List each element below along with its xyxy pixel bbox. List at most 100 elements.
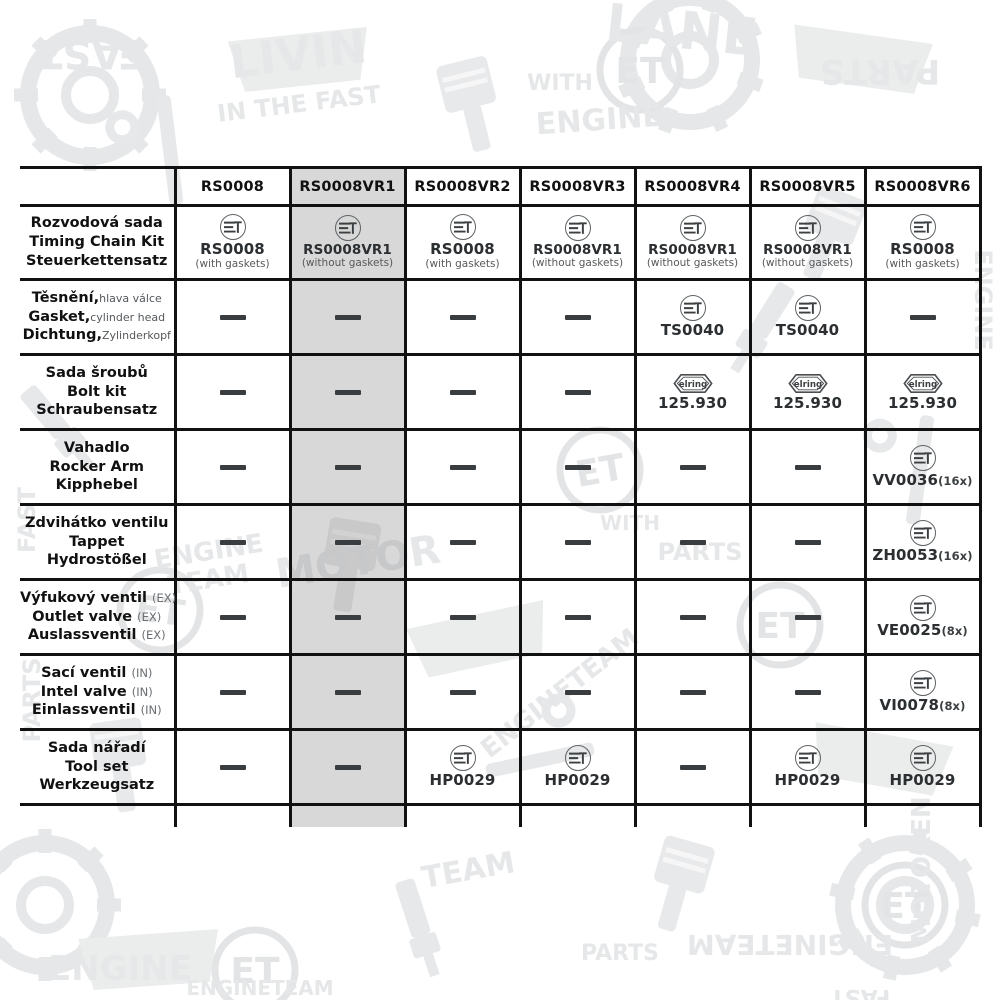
column-header-c4[interactable]: RS0008VR4 [633, 167, 750, 206]
part-note: (without gaskets) [531, 257, 624, 270]
part-cell: elring 125.930 [748, 354, 865, 430]
empty-cell [288, 279, 405, 355]
table-row: Vahadlo Rocker Arm Kipphebel VV0036(16x) [20, 429, 982, 505]
row-label-en: Gasket,cylinder head [28, 308, 166, 325]
part-note: (without gaskets) [301, 257, 394, 270]
et-brand-logo-icon [564, 215, 591, 242]
row-label-de: Schraubensatz [36, 402, 158, 419]
not-available-dash [564, 689, 591, 695]
empty-cell [518, 354, 635, 430]
part-number: 125.930 [887, 393, 958, 412]
part-number: RS0008VR1 [763, 242, 852, 259]
empty-cell [633, 654, 750, 730]
not-available-dash [334, 464, 361, 470]
column-header-c2[interactable]: RS0008VR2 [403, 167, 520, 206]
not-available-dash [679, 689, 706, 695]
empty-cell [173, 354, 290, 430]
part-quantity: (16x) [938, 549, 973, 564]
svg-text:PARTS: PARTS [820, 51, 940, 91]
row-label-de: Werkzeugsatz [39, 777, 155, 794]
part-cell: RS0008VR1 (without gaskets) [633, 205, 750, 280]
part-number: TS0040 [660, 321, 725, 340]
not-available-dash [334, 689, 361, 695]
et-brand-logo-icon [909, 214, 936, 241]
part-note: (without gaskets) [761, 257, 854, 270]
part-number: RS0008VR1 [533, 242, 622, 259]
not-available-dash [334, 764, 361, 770]
elring-brand-logo-icon: elring [672, 373, 713, 394]
part-quantity: (8x) [939, 699, 966, 714]
part-cell: VE0025(8x) [863, 579, 982, 655]
empty-cell [863, 803, 982, 827]
not-available-dash [449, 689, 476, 695]
not-available-dash [219, 389, 246, 395]
part-cell: TS0040 [633, 279, 750, 355]
part-note: (without gaskets) [646, 257, 739, 270]
et-brand-logo-icon [794, 295, 821, 322]
part-number: RS0008 [430, 240, 495, 259]
et-brand-logo-icon [679, 215, 706, 242]
table-row: Zdvihátko ventilu Tappet Hydrostößel ZH0053… [20, 504, 982, 580]
column-header-c5[interactable]: RS0008VR5 [748, 167, 865, 206]
empty-cell [288, 579, 405, 655]
part-number: RS0008VR1 [303, 242, 392, 259]
not-available-dash [219, 539, 246, 545]
empty-cell [518, 279, 635, 355]
column-header-c3[interactable]: RS0008VR3 [518, 167, 635, 206]
row-label-de: Dichtung,Zylinderkopf [22, 327, 171, 344]
et-brand-logo-icon [334, 215, 361, 242]
empty-cell [633, 579, 750, 655]
column-header-c1[interactable]: RS0008VR1 [288, 167, 405, 206]
svg-text:PARTS: PARTS [18, 657, 46, 742]
table-row: Sací ventil (IN) Intel valve (IN) Einlassv… [20, 654, 982, 730]
not-available-dash [219, 314, 246, 320]
svg-text:PARTS: PARTS [581, 941, 659, 966]
part-number: RS0008 [200, 240, 265, 259]
empty-cell [173, 504, 290, 580]
table-row-clipped [20, 803, 982, 827]
et-brand-logo-icon [679, 295, 706, 322]
row-label-en: Rocker Arm [49, 458, 145, 475]
part-number: VI0078(8x) [879, 696, 966, 715]
not-available-dash [679, 764, 706, 770]
svg-text:FAST: FAST [830, 984, 890, 1000]
svg-text:FAST: FAST [34, 30, 145, 76]
row-label-de: Auslassventil (EX) [27, 627, 166, 644]
empty-cell [518, 654, 635, 730]
table-row: Těsnění,hlava válce Gasket,cylinder head D… [20, 279, 982, 355]
part-number: 125.930 [657, 393, 728, 412]
row-label-cs: Vahadlo [63, 439, 130, 456]
not-available-dash [334, 614, 361, 620]
part-cell: HP0029 [748, 729, 865, 805]
not-available-dash [679, 539, 706, 545]
row-label-en: Intel valve (IN) [40, 683, 153, 700]
header-corner-cell [20, 168, 175, 206]
part-cell: RS0008VR1 (without gaskets) [518, 205, 635, 280]
row-label-cs: Zdvihátko ventilu [25, 514, 169, 531]
empty-cell [633, 803, 750, 827]
svg-text:elring: elring [793, 379, 821, 389]
row-label-en: Bolt kit [66, 383, 127, 400]
not-available-dash [334, 389, 361, 395]
et-brand-logo-icon [909, 670, 936, 697]
empty-cell [403, 504, 520, 580]
empty-cell [633, 504, 750, 580]
row-label-cell: Sada nářadí Tool set Werkzeugsatz [20, 730, 175, 805]
row-label-cell: Rozvodová sada Timing Chain Kit Steuerkett… [20, 206, 175, 280]
not-available-dash [449, 464, 476, 470]
et-brand-logo-icon [564, 745, 591, 772]
empty-cell [748, 579, 865, 655]
empty-cell [518, 429, 635, 505]
part-note: (with gaskets) [885, 258, 960, 271]
part-cell: ZH0053(16x) [863, 504, 982, 580]
part-number: ZH0053(16x) [872, 546, 973, 565]
row-label-de: Kipphebel [55, 477, 138, 494]
not-available-dash [679, 614, 706, 620]
part-cell: TS0040 [748, 279, 865, 355]
column-header-c6[interactable]: RS0008VR6 [863, 167, 982, 206]
not-available-dash [449, 539, 476, 545]
empty-cell [288, 354, 405, 430]
empty-cell [173, 803, 290, 827]
column-header-c0[interactable]: RS0008 [173, 167, 290, 206]
